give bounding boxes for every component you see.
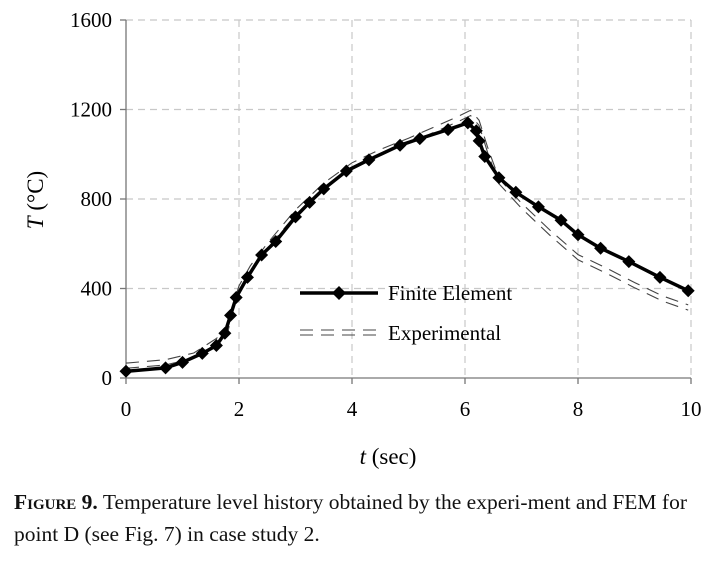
tick-labels: 0 400 800 1200 1600 0 2 4 6 8 10 — [70, 8, 702, 421]
fe-point — [478, 149, 492, 163]
fe-point — [492, 171, 506, 185]
experimental-line-upper — [125, 109, 689, 364]
fe-point — [317, 182, 331, 196]
fe-point — [362, 153, 376, 167]
figure-caption: Figure 9. Temperature level history obta… — [14, 486, 704, 550]
fe-point — [441, 123, 455, 137]
x-tick-label: 8 — [573, 397, 584, 421]
x-tick-label: 0 — [121, 397, 132, 421]
fe-point — [303, 195, 317, 209]
caption-label: Figure 9. — [14, 490, 98, 514]
legend: Finite Element Experimental — [300, 281, 512, 345]
fe-point — [229, 290, 243, 304]
fe-point — [413, 132, 427, 146]
y-tick-label: 1600 — [70, 8, 112, 32]
fe-point — [119, 364, 133, 378]
fe-point — [224, 308, 238, 322]
y-tick-label: 800 — [81, 187, 113, 211]
fe-point — [472, 134, 486, 148]
y-axis-title: T (°C) — [23, 171, 48, 229]
x-tick-label: 6 — [460, 397, 471, 421]
fe-point — [218, 326, 232, 340]
fe-point — [339, 164, 353, 178]
axes — [120, 19, 692, 384]
fe-point — [269, 235, 283, 249]
fe-point — [255, 248, 269, 262]
x-tick-label: 4 — [347, 397, 358, 421]
fe-point — [622, 255, 636, 269]
fe-point — [509, 185, 523, 199]
fe-point — [469, 124, 483, 138]
fe-point — [289, 210, 302, 224]
chart: 0 400 800 1200 1600 0 2 4 6 8 10 T (°C) t (sec) Fi… — [23, 8, 702, 469]
x-tick-label: 10 — [681, 397, 702, 421]
fe-point — [176, 355, 189, 369]
fe-point — [531, 200, 545, 214]
x-tick-label: 2 — [234, 397, 245, 421]
fe-point — [461, 116, 475, 130]
legend-exp-label: Experimental — [388, 321, 501, 345]
y-tick-label: 400 — [81, 277, 113, 301]
fe-point — [195, 346, 209, 360]
fe-point — [681, 284, 695, 298]
fe-point — [209, 339, 223, 353]
fe-point — [159, 361, 173, 375]
fe-point — [571, 228, 585, 242]
legend-fe-label: Finite Element — [388, 281, 512, 305]
fe-point — [554, 213, 568, 227]
grid — [126, 19, 692, 378]
fe-point — [653, 270, 667, 284]
fe-point — [393, 138, 407, 152]
fe-point — [240, 270, 254, 284]
series-layer — [119, 109, 695, 378]
y-tick-label: 1200 — [70, 98, 112, 122]
x-axis-title: t (sec) — [360, 444, 417, 469]
caption-text: Temperature level history obtained by th… — [14, 490, 687, 546]
y-tick-label: 0 — [102, 366, 113, 390]
legend-fe-marker — [332, 286, 346, 300]
fe-point — [594, 241, 608, 255]
